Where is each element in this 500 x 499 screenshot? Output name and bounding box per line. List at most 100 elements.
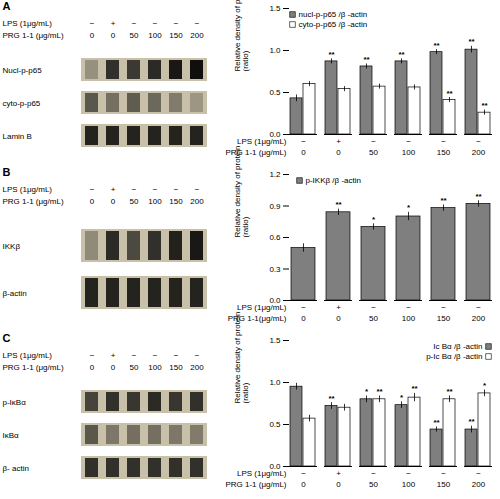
- svg-text:Relative density of protein(ra: Relative density of protein(ratio): [233, 145, 250, 237]
- svg-text:0: 0: [90, 197, 95, 206]
- svg-text:100: 100: [148, 363, 162, 372]
- svg-text:PRG 1-1 (μg/mL): PRG 1-1 (μg/mL): [3, 31, 64, 40]
- svg-text:**: **: [328, 50, 335, 59]
- svg-text:**: **: [440, 196, 447, 205]
- svg-text:cyto-p-p65: cyto-p-p65: [3, 99, 41, 108]
- svg-text:**: **: [446, 89, 453, 98]
- svg-text:LPS (1μg/mL): LPS (1μg/mL): [237, 303, 287, 312]
- svg-text:−: −: [301, 137, 306, 146]
- svg-text:0: 0: [111, 363, 116, 372]
- svg-text:*: *: [365, 387, 369, 396]
- svg-text:50: 50: [130, 197, 139, 206]
- svg-text:β- actin: β- actin: [3, 464, 29, 473]
- svg-text:+: +: [111, 19, 116, 28]
- svg-text:1.2: 1.2: [269, 170, 281, 179]
- svg-text:−: −: [90, 185, 95, 194]
- svg-text:Nucl-p-p65: Nucl-p-p65: [3, 66, 43, 75]
- svg-text:0: 0: [336, 314, 341, 323]
- svg-text:200: 200: [472, 314, 486, 323]
- svg-text:**: **: [446, 387, 453, 396]
- svg-text:*: *: [483, 381, 487, 390]
- svg-text:LPS (1μg/mL): LPS (1μg/mL): [237, 137, 287, 146]
- svg-text:+: +: [111, 351, 116, 360]
- svg-text:−: −: [153, 351, 158, 360]
- svg-text:−: −: [301, 469, 306, 478]
- svg-text:**: **: [468, 37, 475, 46]
- svg-text:−: −: [90, 351, 95, 360]
- svg-text:0: 0: [301, 148, 306, 157]
- svg-text:0: 0: [336, 480, 341, 489]
- svg-text:100: 100: [402, 148, 416, 157]
- svg-text:1.0: 1.0: [269, 378, 281, 387]
- svg-text:B: B: [3, 166, 11, 178]
- svg-text:+: +: [111, 185, 116, 194]
- svg-text:150: 150: [169, 363, 183, 372]
- svg-text:LPS (1μg/mL): LPS (1μg/mL): [3, 19, 53, 28]
- svg-text:100: 100: [402, 314, 416, 323]
- svg-text:IKKβ: IKKβ: [3, 242, 21, 251]
- svg-text:−: −: [371, 469, 376, 478]
- svg-text:**: **: [433, 41, 440, 50]
- svg-text:0.6: 0.6: [269, 233, 281, 242]
- svg-text:−: −: [476, 469, 481, 478]
- svg-text:0: 0: [111, 31, 116, 40]
- svg-text:LPS (1μg/mL): LPS (1μg/mL): [237, 469, 287, 478]
- svg-text:−: −: [371, 137, 376, 146]
- svg-text:−: −: [301, 303, 306, 312]
- svg-text:200: 200: [190, 31, 204, 40]
- svg-text:PRG 1-1 (μg/mL): PRG 1-1 (μg/mL): [3, 363, 64, 372]
- svg-text:**: **: [376, 387, 383, 396]
- svg-text:150: 150: [169, 31, 183, 40]
- svg-text:**: **: [398, 50, 405, 59]
- svg-text:−: −: [153, 19, 158, 28]
- svg-text:−: −: [406, 469, 411, 478]
- svg-text:0: 0: [90, 31, 95, 40]
- svg-text:PRG 1-1 (μg/mL): PRG 1-1 (μg/mL): [225, 480, 286, 489]
- svg-text:−: −: [441, 137, 446, 146]
- svg-text:IκBα: IκBα: [3, 431, 20, 440]
- svg-text:200: 200: [190, 197, 204, 206]
- svg-text:**: **: [468, 417, 475, 426]
- svg-text:nucl-p-p65 /β -actin: nucl-p-p65 /β -actin: [299, 10, 368, 19]
- svg-text:150: 150: [169, 197, 183, 206]
- svg-text:0.5: 0.5: [269, 420, 281, 429]
- svg-text:−: −: [90, 19, 95, 28]
- svg-text:p-Ic Bα /β -actin: p-Ic Bα /β -actin: [426, 352, 482, 361]
- svg-text:150: 150: [437, 480, 451, 489]
- svg-text:150: 150: [437, 314, 451, 323]
- svg-text:Relative density of protein(ra: Relative density of protein(ratio): [233, 311, 250, 403]
- svg-text:0: 0: [301, 314, 306, 323]
- svg-text:PRG 1-1 (μg/mL): PRG 1-1 (μg/mL): [3, 197, 64, 206]
- svg-text:−: −: [132, 185, 137, 194]
- svg-text:−: −: [132, 351, 137, 360]
- svg-text:LPS (1μg/mL): LPS (1μg/mL): [3, 185, 53, 194]
- svg-text:150: 150: [437, 148, 451, 157]
- svg-text:Lamin B: Lamin B: [3, 132, 32, 141]
- svg-text:p-IκBα: p-IκBα: [3, 398, 27, 407]
- svg-text:−: −: [195, 185, 200, 194]
- svg-text:1.5: 1.5: [269, 4, 281, 13]
- svg-text:**: **: [411, 384, 418, 393]
- svg-text:−: −: [406, 137, 411, 146]
- svg-text:0.3: 0.3: [269, 265, 281, 274]
- svg-text:0.5: 0.5: [269, 88, 281, 97]
- svg-text:+: +: [336, 137, 341, 146]
- svg-text:+: +: [336, 469, 341, 478]
- svg-text:A: A: [3, 0, 11, 12]
- svg-text:−: −: [174, 185, 179, 194]
- svg-text:1.5: 1.5: [269, 336, 281, 345]
- svg-text:200: 200: [190, 363, 204, 372]
- svg-text:−: −: [371, 303, 376, 312]
- svg-text:50: 50: [369, 480, 378, 489]
- svg-text:LPS (1μg/mL): LPS (1μg/mL): [3, 351, 53, 360]
- svg-text:**: **: [335, 200, 342, 209]
- svg-text:p-IKKβ /β -actin: p-IKKβ /β -actin: [306, 176, 361, 185]
- svg-text:*: *: [407, 203, 411, 212]
- svg-text:−: −: [132, 19, 137, 28]
- svg-text:+: +: [336, 303, 341, 312]
- svg-text:−: −: [476, 137, 481, 146]
- svg-text:−: −: [153, 185, 158, 194]
- svg-text:0: 0: [301, 480, 306, 489]
- svg-text:−: −: [406, 303, 411, 312]
- svg-text:1.0: 1.0: [269, 46, 281, 55]
